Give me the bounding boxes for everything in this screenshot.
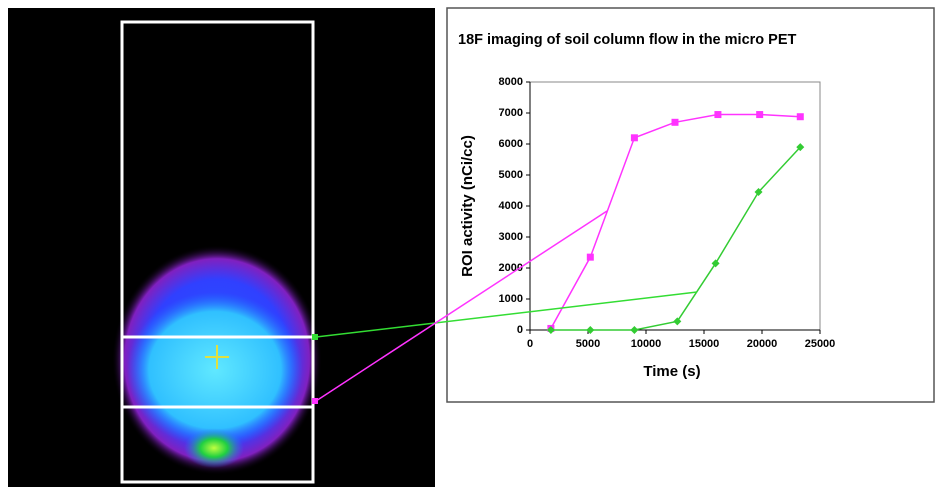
connector-end — [312, 398, 318, 404]
y-tick-label: 3000 — [499, 231, 523, 243]
point — [754, 188, 763, 197]
plot: 0 1000 2000 3000 4000 5000 6000 7000 8000 0 5000 10… — [499, 76, 836, 350]
connector-end — [312, 334, 318, 340]
x-tick-label: 5000 — [576, 338, 600, 350]
x-tick-label: 15000 — [689, 338, 720, 350]
y-tick-label: 1000 — [499, 293, 523, 305]
point — [586, 253, 594, 261]
point — [796, 113, 804, 121]
point — [673, 317, 682, 326]
y-tick-label: 7000 — [499, 107, 523, 119]
y-tick-label: 8000 — [499, 76, 523, 88]
y-tick-label: 0 — [517, 324, 523, 336]
x-tick-label: 20000 — [747, 338, 778, 350]
x-axis-label: Time (s) — [643, 363, 700, 380]
x-tick-label: 25000 — [805, 338, 836, 350]
point — [586, 326, 595, 334]
y-tick-label: 5000 — [499, 169, 523, 181]
y-tick-label: 6000 — [499, 138, 523, 150]
activity-inner — [127, 292, 303, 448]
column-outline — [120, 20, 315, 484]
x-tick-label: 0 — [527, 338, 533, 350]
point — [546, 326, 555, 334]
pet-image — [8, 8, 435, 487]
point — [714, 111, 722, 119]
point — [711, 259, 720, 268]
point — [796, 143, 805, 152]
y-axis-label: ROI activity (nCi/cc) — [459, 135, 476, 277]
point — [630, 134, 638, 142]
connector-green — [315, 291, 698, 338]
x-tick-label: 10000 — [631, 338, 662, 350]
connector-magenta — [315, 210, 608, 402]
y-tick-label: 4000 — [499, 200, 523, 212]
point — [671, 118, 679, 126]
point — [630, 326, 639, 334]
point — [756, 111, 764, 119]
activity-hotspot — [184, 428, 244, 468]
y-tick-label: 2000 — [499, 262, 523, 274]
chart-title: 18F imaging of soil column flow in the m… — [458, 32, 797, 48]
